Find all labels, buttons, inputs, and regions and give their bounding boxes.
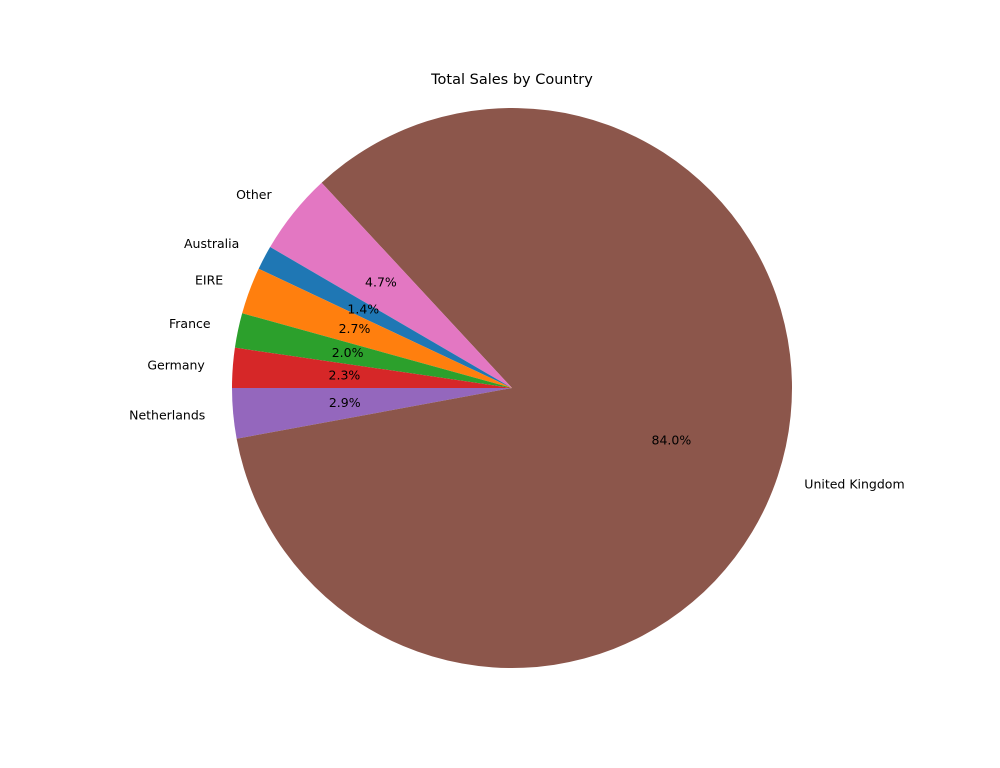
pie-label-germany: Germany <box>147 357 205 372</box>
pie-slice-united-kingdom <box>236 107 793 668</box>
pie-slices <box>232 107 793 668</box>
pie-slice-eire <box>242 268 512 388</box>
pie-label-eire: EIRE <box>195 272 223 287</box>
pie-percent-australia: 1.4% <box>347 301 379 316</box>
pie-slice-germany <box>232 347 512 388</box>
pie-label-australia: Australia <box>184 236 239 251</box>
pie-label-united-kingdom: United Kingdom <box>804 477 904 492</box>
pie-percent-netherlands: 2.9% <box>329 395 361 410</box>
pie-slice-france <box>234 313 513 388</box>
pie-label-france: France <box>169 316 211 331</box>
pie-labels: Netherlands United Kingdom Other Australia E… <box>129 187 905 492</box>
pie-slice-other <box>270 182 512 388</box>
pie-slice-australia <box>258 246 512 388</box>
pie-percent-labels: 2.9% 84.0% 4.7% 1.4% 2.7% 2.0% 2.3% <box>329 275 692 448</box>
pie-percent-germany: 2.3% <box>329 367 361 382</box>
pie-percent-eire: 2.7% <box>339 321 371 336</box>
pie-percent-united-kingdom: 84.0% <box>652 432 692 447</box>
pie-slice-netherlands <box>232 388 512 439</box>
chart-title: Total Sales by Country <box>430 72 593 88</box>
pie-percent-other: 4.7% <box>365 275 397 290</box>
pie-label-other: Other <box>236 187 272 202</box>
pie-percent-france: 2.0% <box>332 345 364 360</box>
pie-label-netherlands: Netherlands <box>129 408 205 423</box>
